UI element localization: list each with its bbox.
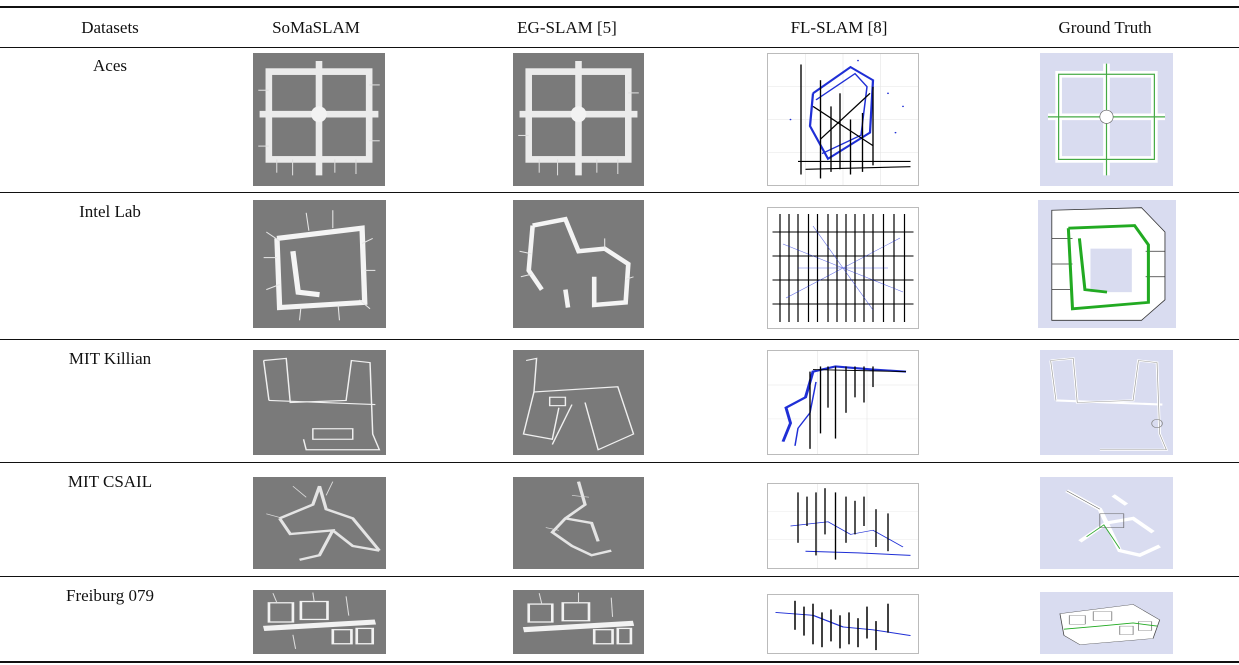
map-image-fl-slam-intel-lab [767, 207, 919, 329]
table-bottom-rule [0, 661, 1239, 663]
column-header-fl-slam: FL-SLAM [8] [790, 18, 888, 37]
map-image-ground-truth-mit-csail [1040, 477, 1173, 569]
map-image-fl-slam-freiburg-079 [767, 594, 919, 654]
row-rule [0, 192, 1239, 193]
map-image-eg-slam-aces [513, 53, 644, 186]
map-image-eg-slam-mit-killian [513, 350, 644, 455]
row-label-freiburg-079: Freiburg 079 [66, 586, 154, 605]
map-image-ground-truth-aces [1040, 53, 1173, 186]
map-image-fl-slam-aces [767, 53, 919, 186]
map-image-ground-truth-intel-lab [1038, 200, 1176, 328]
map-image-fl-slam-mit-killian [767, 350, 919, 455]
row-label-mit-csail: MIT CSAIL [67, 472, 153, 491]
column-header-eg-slam: EG-SLAM [5] [517, 18, 617, 37]
map-image-eg-slam-intel-lab [513, 200, 644, 328]
row-label-intel-lab: Intel Lab [79, 202, 141, 221]
header-rule [0, 47, 1239, 48]
map-image-ground-truth-mit-killian [1040, 350, 1173, 455]
map-image-ground-truth-freiburg-079 [1040, 592, 1173, 654]
row-label-aces: Aces [93, 56, 127, 75]
map-image-somaslam-freiburg-079 [253, 590, 386, 654]
map-image-eg-slam-freiburg-079 [513, 590, 644, 654]
row-rule [0, 576, 1239, 577]
map-image-somaslam-aces [253, 53, 385, 186]
map-image-somaslam-mit-killian [253, 350, 386, 455]
map-image-somaslam-mit-csail [253, 477, 386, 569]
map-image-somaslam-intel-lab [253, 200, 386, 328]
table-top-rule [0, 6, 1239, 8]
map-image-fl-slam-mit-csail [767, 483, 919, 569]
column-header-ground-truth: Ground Truth [1058, 18, 1152, 37]
row-rule [0, 462, 1239, 463]
column-header-somaslam: SoMaSLAM [272, 18, 360, 37]
row-rule [0, 339, 1239, 340]
row-label-mit-killian: MIT Killian [68, 349, 152, 368]
column-header-datasets: Datasets [81, 18, 139, 37]
map-image-eg-slam-mit-csail [513, 477, 644, 569]
